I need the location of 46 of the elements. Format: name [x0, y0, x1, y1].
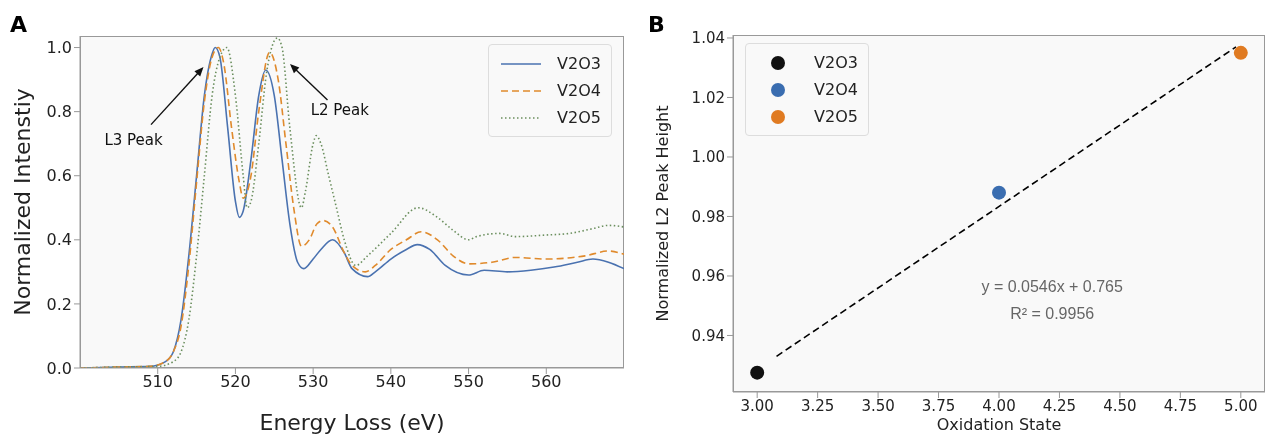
- y-tick-label: 0.98: [691, 207, 725, 226]
- y-tick-label: 1.00: [691, 148, 725, 167]
- legend-label: V2O4: [557, 81, 601, 100]
- x-tick-label: 550: [453, 372, 484, 392]
- x-tick-label: 510: [142, 372, 173, 392]
- legend-label: V2O5: [814, 107, 858, 126]
- legend-label: V2O3: [557, 54, 601, 73]
- point: [750, 365, 765, 380]
- y-tick-label: 0.8: [46, 102, 72, 122]
- x-axis-title: Oxidation State: [936, 415, 1062, 434]
- x-tick-label: 540: [375, 372, 407, 392]
- point: [992, 185, 1006, 200]
- x-tick-label: 3.25: [800, 396, 835, 415]
- legend-label: V2O3: [814, 53, 858, 72]
- x-tick-label: 5.00: [1224, 396, 1258, 415]
- point: [1233, 45, 1248, 60]
- x-axis-title: Energy Loss (eV): [259, 410, 445, 435]
- chart-title: A: [10, 12, 28, 37]
- annotation: y = 0.0546x + 0.765: [980, 277, 1124, 296]
- x-tick-label: 3.75: [921, 396, 956, 415]
- y-tick-label: 1.0: [46, 38, 72, 58]
- x-tick-label: 4.00: [982, 396, 1016, 415]
- y-tick-label: 0.4: [46, 230, 72, 250]
- y-tick-label: 1.02: [691, 88, 725, 107]
- annotation: L3 Peak: [103, 130, 164, 149]
- y-tick-label: 0.0: [46, 358, 72, 378]
- y-tick-label: 0.96: [691, 267, 725, 286]
- x-tick-label: 3.50: [861, 396, 895, 415]
- x-tick-label: 520: [220, 372, 251, 392]
- legend-label: V2O5: [557, 108, 601, 127]
- x-tick-label: 530: [297, 372, 329, 392]
- y-axis-title: Normalized Intenstiy: [9, 88, 35, 316]
- y-tick-label: 1.04: [691, 29, 725, 48]
- annotation: R² = 0.9956: [1009, 304, 1096, 323]
- legend-label: V2O4: [814, 80, 858, 99]
- y-tick-label: 0.2: [46, 294, 72, 314]
- x-tick-label: 560: [531, 372, 562, 392]
- x-tick-label: 3.00: [740, 396, 774, 415]
- x-tick-label: 4.50: [1103, 396, 1137, 415]
- annotation: L2 Peak: [309, 100, 370, 119]
- x-tick-label: 4.25: [1042, 396, 1077, 415]
- chart-title: B: [648, 12, 665, 37]
- y-tick-label: 0.94: [691, 326, 725, 345]
- x-tick-label: 4.75: [1163, 396, 1198, 415]
- y-axis-title: Normalized L2 Peak Height: [652, 105, 672, 322]
- y-tick-label: 0.6: [46, 166, 72, 186]
